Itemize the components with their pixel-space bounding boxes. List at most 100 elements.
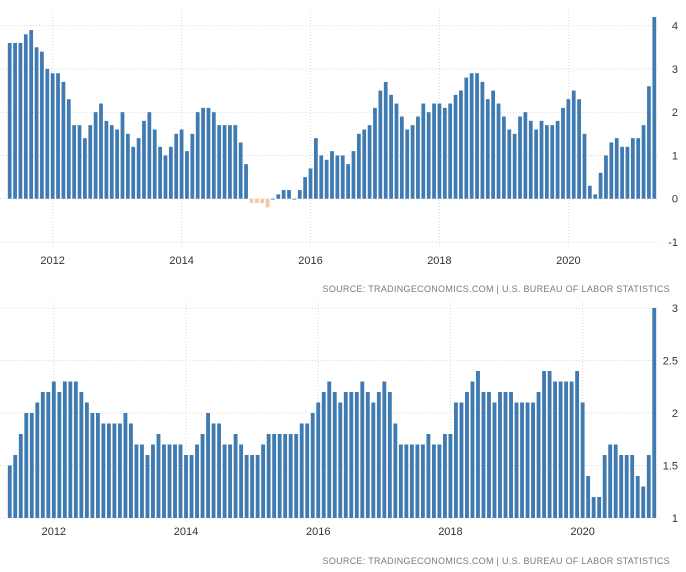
bar [101, 423, 106, 518]
bar [376, 392, 381, 518]
bar [512, 133, 517, 199]
bar [356, 133, 361, 199]
bar [421, 103, 426, 199]
bar [459, 402, 464, 518]
bar [335, 155, 340, 199]
source-label-top: SOURCE: TRADINGECONOMICS.COM | U.S. BURE… [322, 284, 670, 294]
bar [88, 125, 93, 199]
x-tick-label: 2014 [169, 255, 193, 267]
bar [503, 392, 508, 518]
bar [299, 423, 304, 518]
bar [481, 392, 486, 518]
bar [84, 402, 89, 518]
bar [7, 465, 12, 518]
bar [523, 112, 528, 199]
bar [586, 476, 591, 518]
bar [29, 413, 34, 518]
bar [354, 392, 359, 518]
bar [261, 444, 266, 518]
bar [173, 444, 177, 518]
bar [636, 138, 641, 199]
bar [168, 146, 173, 199]
x-tick-label: 2018 [438, 526, 462, 538]
bar [602, 455, 607, 518]
bar [564, 381, 569, 518]
bar [641, 125, 646, 199]
bar [136, 138, 141, 199]
bar [266, 434, 271, 518]
bar [283, 434, 288, 518]
bar [29, 29, 34, 199]
bar [646, 455, 651, 518]
bar [45, 68, 50, 199]
bar [630, 455, 635, 518]
bar [608, 444, 613, 518]
bar [233, 434, 238, 518]
bar [398, 444, 403, 518]
bar [68, 381, 73, 518]
bar [184, 455, 188, 518]
bar [56, 73, 60, 199]
bar [147, 112, 152, 199]
bar [360, 381, 365, 518]
bar [200, 434, 205, 518]
bar [61, 81, 66, 199]
bar [528, 120, 533, 199]
x-tick-label: 2014 [174, 526, 198, 538]
bar [514, 402, 519, 518]
bar [367, 125, 372, 199]
bar [393, 423, 398, 518]
bar [189, 455, 194, 518]
y-tick-label: 1 [672, 513, 678, 525]
bar [51, 381, 56, 518]
bar [287, 190, 291, 199]
bar [152, 129, 157, 199]
bar [426, 434, 431, 518]
bar [641, 486, 646, 518]
bar [83, 138, 87, 199]
bar [239, 444, 244, 518]
bar [254, 198, 259, 204]
bar [211, 423, 216, 518]
y-tick-label: -1 [668, 237, 678, 249]
bar [404, 444, 409, 518]
bar [415, 444, 420, 518]
bar [319, 155, 324, 199]
bar [547, 371, 552, 518]
bar [276, 194, 281, 199]
bar [442, 107, 447, 199]
bar [492, 402, 497, 518]
bar [571, 90, 576, 199]
bar [244, 455, 249, 518]
bar [437, 444, 442, 518]
bar [365, 392, 370, 518]
bar [163, 155, 168, 199]
y-tick-label: 0 [672, 194, 678, 206]
bar [332, 392, 337, 518]
y-tick-label: 1.5 [663, 461, 678, 473]
bar [580, 402, 585, 518]
y-tick-label: 2 [672, 408, 678, 420]
bar [409, 444, 414, 518]
bar [131, 146, 136, 199]
bar [281, 190, 286, 199]
bar [597, 497, 602, 518]
bar [647, 86, 651, 199]
bar [117, 423, 122, 518]
y-tick-label: 3 [672, 303, 678, 315]
chart-top: -1 0 1 2 3 4 2012 2014 2016 2018 2020 [0, 11, 678, 267]
bar [18, 434, 23, 518]
bar [222, 125, 227, 199]
bar [238, 142, 243, 199]
bar [260, 198, 265, 204]
bar [156, 434, 161, 518]
bar [79, 392, 84, 518]
bar [297, 190, 302, 199]
bar [305, 423, 310, 518]
bar [125, 133, 130, 199]
bar [593, 194, 598, 199]
bar [582, 133, 587, 199]
bar [57, 392, 62, 518]
bar [591, 497, 596, 518]
bar [120, 112, 125, 199]
